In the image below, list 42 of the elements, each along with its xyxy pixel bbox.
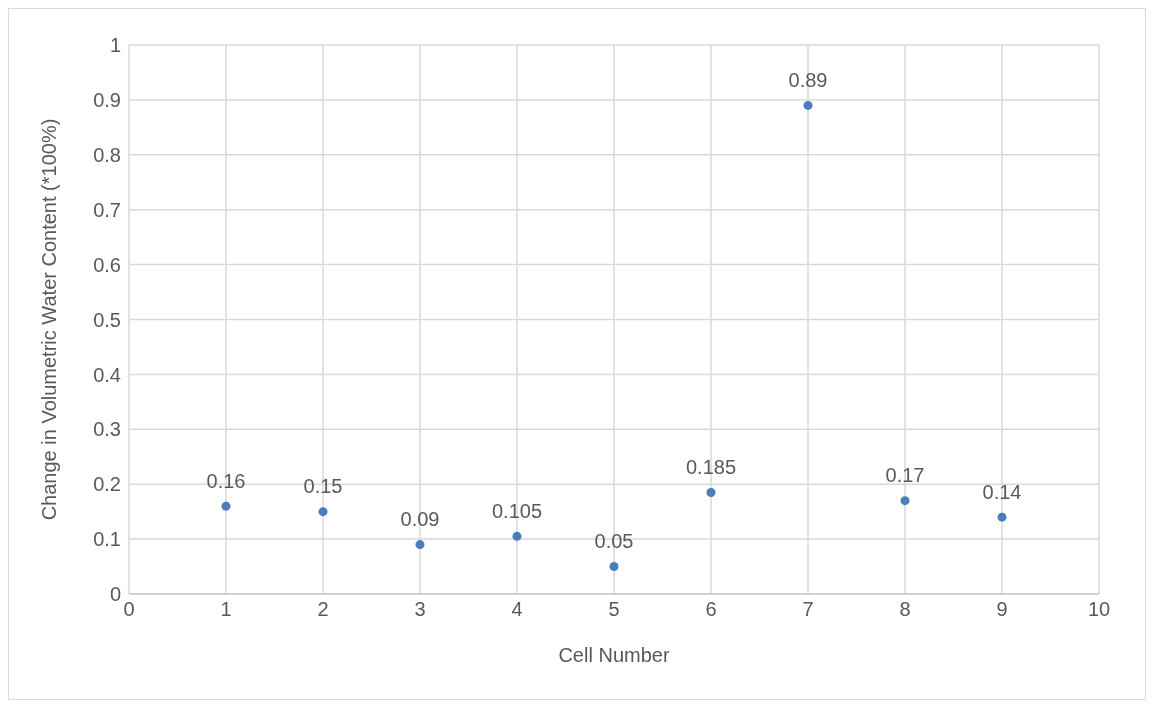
data-label: 0.185 bbox=[685, 455, 737, 478]
point bbox=[415, 540, 425, 550]
y-tick-label: 0 bbox=[109, 583, 121, 606]
point bbox=[512, 531, 522, 541]
point bbox=[997, 512, 1007, 522]
x-tick-label: 9 bbox=[996, 598, 1008, 621]
data-label: 0.09 bbox=[400, 508, 440, 531]
point bbox=[318, 507, 328, 517]
data-label: 0.17 bbox=[885, 464, 925, 487]
data-label: 0.15 bbox=[303, 475, 343, 498]
x-tick-label: 4 bbox=[511, 598, 523, 621]
data-label: 0.16 bbox=[206, 469, 246, 492]
y-axis-title: Change in Volumetric Water Content (*100%) bbox=[38, 118, 61, 521]
x-tick-label: 8 bbox=[899, 598, 911, 621]
point bbox=[609, 562, 619, 572]
y-tick-label: 0.8 bbox=[93, 143, 121, 166]
data-label: 0.14 bbox=[982, 480, 1022, 503]
y-tick-label: 0.2 bbox=[93, 473, 121, 496]
y-tick-label: 0.1 bbox=[93, 528, 121, 551]
point bbox=[803, 100, 813, 110]
y-tick-label: 0.4 bbox=[93, 363, 121, 386]
x-tick-label: 7 bbox=[802, 598, 814, 621]
y-tick-label: 0.6 bbox=[93, 253, 121, 276]
data-label: 0.89 bbox=[788, 68, 828, 91]
data-label: 0.105 bbox=[491, 499, 543, 522]
y-tick-label: 0.3 bbox=[93, 418, 121, 441]
point bbox=[706, 487, 716, 497]
x-tick-label: 3 bbox=[414, 598, 426, 621]
point bbox=[900, 496, 910, 506]
y-tick-label: 0.9 bbox=[93, 89, 121, 111]
x-axis-title: Cell Number bbox=[558, 644, 670, 666]
x-tick-label: 5 bbox=[608, 598, 620, 621]
y-tick-label: 0.7 bbox=[93, 198, 121, 221]
data-label: 0.05 bbox=[594, 530, 634, 553]
point bbox=[221, 501, 231, 511]
x-tick-label: 1 bbox=[220, 598, 232, 621]
x-tick-label: 0 bbox=[123, 598, 135, 621]
x-tick-label: 6 bbox=[705, 598, 717, 621]
x-tick-label: 10 bbox=[1087, 598, 1111, 621]
x-tick-label: 2 bbox=[317, 598, 329, 621]
y-tick-label: 0.5 bbox=[93, 308, 121, 331]
y-tick-label: 1 bbox=[109, 34, 121, 57]
